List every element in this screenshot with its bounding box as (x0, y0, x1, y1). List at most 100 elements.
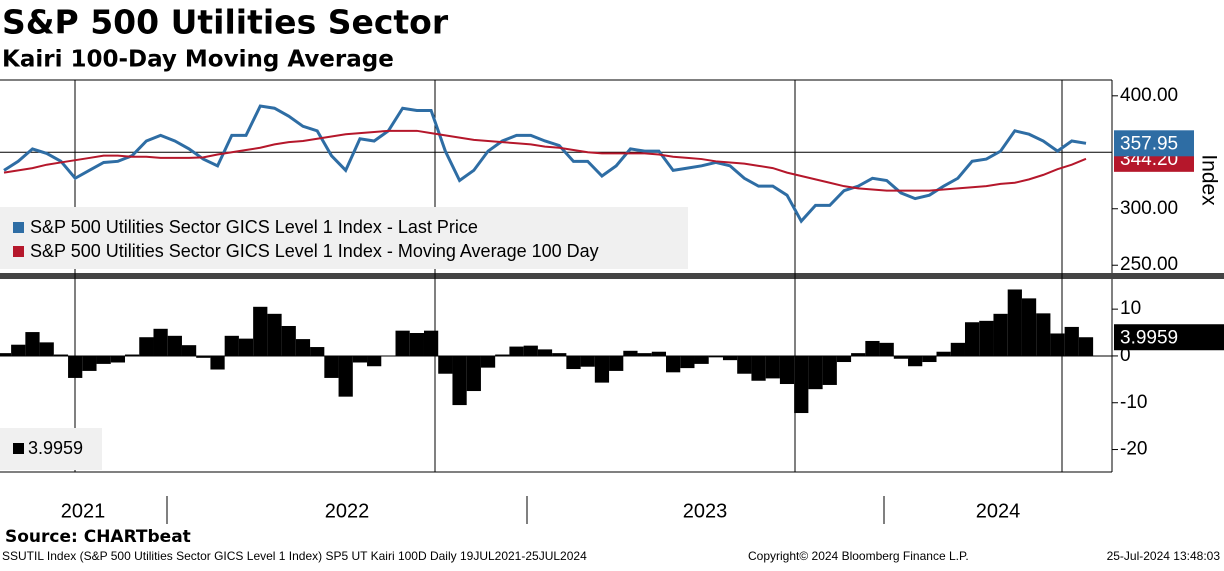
kairi-bar (779, 355, 795, 385)
kairi-bar (666, 355, 681, 373)
footer-timestamp: 25-Jul-2024 13:48:03 (1107, 549, 1221, 563)
kairi-bar (651, 351, 667, 356)
kairi-bar (96, 355, 111, 364)
year-dividers (166, 496, 885, 524)
kairi-bar (39, 342, 54, 356)
y-tick-label: 250.00 (1120, 254, 1178, 275)
kairi-bar (466, 355, 481, 392)
kairi-bar (893, 355, 909, 359)
legend-swatch (13, 222, 24, 233)
kairi-bar (993, 313, 1008, 356)
kairi-bar (210, 355, 225, 370)
kairi-bar (367, 355, 382, 367)
y-tick-label: 0 (1120, 345, 1131, 366)
y-tick-label: -20 (1120, 439, 1147, 460)
kairi-bar (153, 328, 168, 356)
kairi-bar (267, 313, 282, 356)
kairi-bar (25, 332, 40, 356)
kairi-bar (1007, 289, 1022, 356)
chart-subtitle: Kairi 100-Day Moving Average (2, 47, 394, 73)
x-tick-label: 2023 (683, 500, 728, 522)
kairi-bar (964, 322, 980, 356)
kairi-bar (11, 344, 26, 356)
legend-box (0, 207, 688, 269)
y-axis-label: Index (1197, 154, 1220, 206)
kairi-bar (181, 345, 197, 356)
chart-title: S&P 500 Utilities Sector (2, 3, 449, 42)
kairi-bar (908, 355, 923, 367)
footer-copyright: Copyright© 2024 Bloomberg Finance L.P. (748, 549, 969, 563)
kairi-bar (253, 306, 268, 356)
legend-label: S&P 500 Utilities Sector GICS Level 1 In… (30, 217, 478, 237)
kairi-bar (694, 355, 709, 364)
kairi-bar (438, 355, 453, 374)
kairi-bar (495, 354, 510, 356)
kairi-bar (865, 340, 880, 356)
legend-label: 3.9959 (28, 438, 83, 458)
kairi-bar (409, 333, 424, 356)
kairi-bar (423, 330, 439, 356)
kairi-bar (281, 325, 296, 356)
kairi-bar (295, 339, 311, 356)
kairi-bar (936, 351, 951, 356)
kairi-bar (594, 355, 610, 383)
y-tick-label: 300.00 (1120, 198, 1178, 219)
legend-label: S&P 500 Utilities Sector GICS Level 1 In… (30, 241, 599, 261)
kairi-bar (1021, 298, 1037, 356)
kairi-bar (822, 355, 837, 385)
kairi-bar (523, 345, 538, 356)
x-tick-label: 2021 (61, 500, 106, 522)
kairi-bar (979, 320, 994, 356)
last-value-label: 3.9959 (1120, 327, 1178, 348)
kairi-bar (1050, 333, 1065, 356)
kairi-bar (68, 355, 83, 378)
kairi-bar (125, 354, 140, 356)
kairi-bar (324, 355, 339, 378)
kairi-bar (794, 355, 809, 414)
kairi-bar (836, 355, 852, 363)
kairi-bar (808, 355, 823, 390)
kairi-bar (637, 353, 652, 356)
y-tick-label: -10 (1120, 392, 1147, 413)
kairi-bar (609, 355, 624, 371)
last-value-label: 357.95 (1120, 133, 1178, 154)
source: Source: CHARTbeat (5, 527, 191, 547)
footer-description: SSUTIL Index (S&P 500 Utilities Sector G… (2, 549, 587, 563)
price-line (3, 104, 1087, 224)
kairi-bar (537, 349, 553, 356)
kairi-bar (922, 355, 937, 363)
kairi-bar (722, 355, 738, 361)
kairi-bar (0, 353, 12, 356)
kairi-bar (950, 342, 965, 356)
kairi-bar (480, 355, 496, 368)
kairi-bar (708, 355, 723, 358)
last-value-tag (1114, 324, 1224, 351)
kairi-bar (139, 337, 154, 356)
kairi-bar (224, 335, 239, 356)
kairi-bar (452, 355, 467, 406)
kairi-bar (395, 330, 410, 356)
kairi-bar (1064, 326, 1079, 356)
kairi-bar (566, 355, 581, 370)
kairi-bar (167, 335, 182, 356)
kairi-bar (737, 355, 752, 374)
kairi-bar (580, 355, 595, 367)
kairi-bar (238, 338, 254, 356)
kairi-bar (82, 355, 97, 371)
kairi-bar (338, 355, 353, 397)
kairi-bar (352, 355, 368, 363)
y-tick-label: 10 (1120, 298, 1141, 319)
kairi-bar (110, 355, 126, 363)
kairi-bar (1078, 337, 1094, 356)
kairi-bar (680, 355, 695, 369)
price-line (3, 129, 1087, 192)
kairi-bar (196, 355, 211, 358)
kairi-bar (310, 347, 325, 356)
legend-swatch (13, 443, 24, 454)
kairi-bar (751, 355, 766, 381)
x-tick-label: 2022 (325, 500, 370, 522)
kairi-bar (509, 346, 524, 356)
x-tick-label: 2024 (976, 500, 1021, 522)
kairi-bar (765, 355, 780, 379)
